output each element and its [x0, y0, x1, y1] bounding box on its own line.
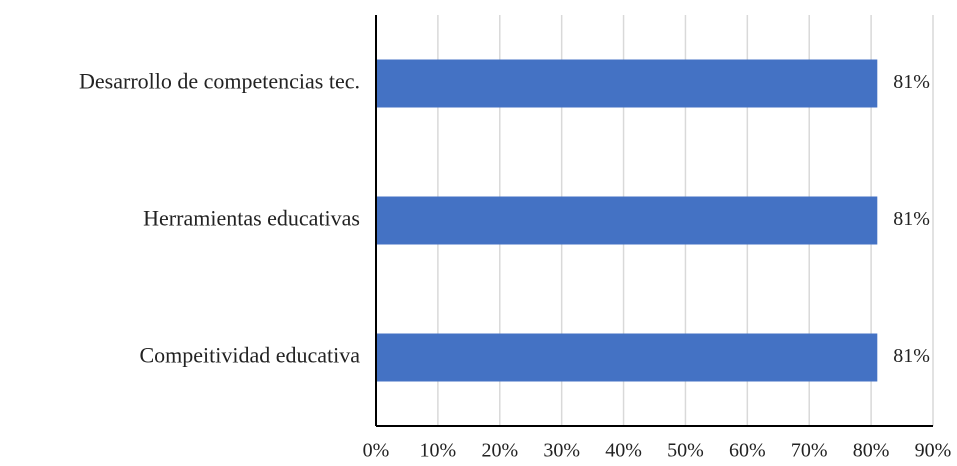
x-tick-label: 10% [420, 440, 457, 461]
x-tick-label: 70% [791, 440, 828, 461]
bar [376, 59, 878, 108]
x-tick-label: 30% [543, 440, 580, 461]
category-label: Compeitividad educativa [139, 343, 360, 368]
x-tick-label: 50% [667, 440, 704, 461]
bar [376, 333, 878, 382]
category-label: Desarrollo de competencias tec. [79, 69, 360, 94]
x-tick-label: 60% [729, 440, 766, 461]
category-label: Herramientas educativas [143, 206, 360, 231]
x-tick-label: 40% [605, 440, 642, 461]
bar [376, 196, 878, 245]
x-tick-label: 80% [853, 440, 890, 461]
x-tick-label: 90% [915, 440, 952, 461]
data-label: 81% [893, 71, 930, 93]
data-label: 81% [893, 208, 930, 230]
x-tick-label: 20% [481, 440, 518, 461]
data-label: 81% [893, 345, 930, 367]
x-tick-label: 0% [363, 440, 390, 461]
